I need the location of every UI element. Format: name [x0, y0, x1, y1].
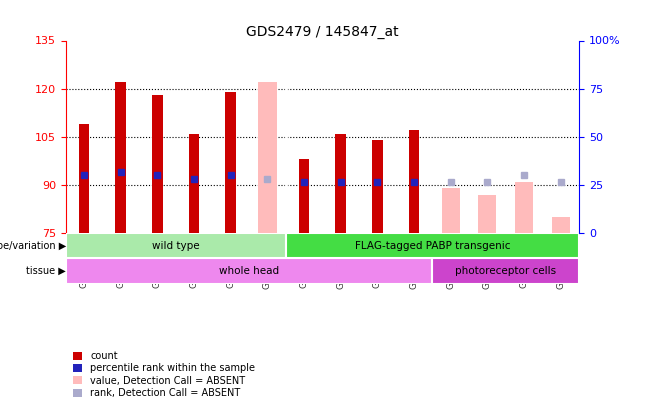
Bar	[478, 194, 497, 233]
Title: GDS2479 / 145847_at: GDS2479 / 145847_at	[246, 26, 399, 39]
Bar	[551, 217, 570, 233]
Text: genotype/variation ▶: genotype/variation ▶	[0, 241, 66, 251]
Text: tissue ▶: tissue ▶	[26, 266, 66, 276]
Text: wild type: wild type	[152, 241, 199, 251]
Bar	[115, 82, 126, 233]
Bar	[189, 134, 199, 233]
Bar	[66, 258, 432, 283]
Bar	[286, 233, 579, 258]
Bar	[152, 95, 163, 233]
Bar	[259, 82, 276, 233]
Bar	[432, 258, 579, 283]
Bar	[372, 140, 383, 233]
Text: photoreceptor cells: photoreceptor cells	[455, 266, 556, 276]
Bar	[299, 159, 309, 233]
Bar	[66, 233, 286, 258]
Text: whole head: whole head	[219, 266, 279, 276]
Bar	[515, 182, 533, 233]
Text: FLAG-tagged PABP transgenic: FLAG-tagged PABP transgenic	[355, 241, 510, 251]
Bar	[336, 134, 346, 233]
Bar	[226, 92, 236, 233]
Bar	[79, 124, 89, 233]
Bar	[409, 130, 419, 233]
Bar	[442, 188, 460, 233]
Legend: count, percentile rank within the sample, value, Detection Call = ABSENT, rank, : count, percentile rank within the sample…	[70, 349, 257, 400]
